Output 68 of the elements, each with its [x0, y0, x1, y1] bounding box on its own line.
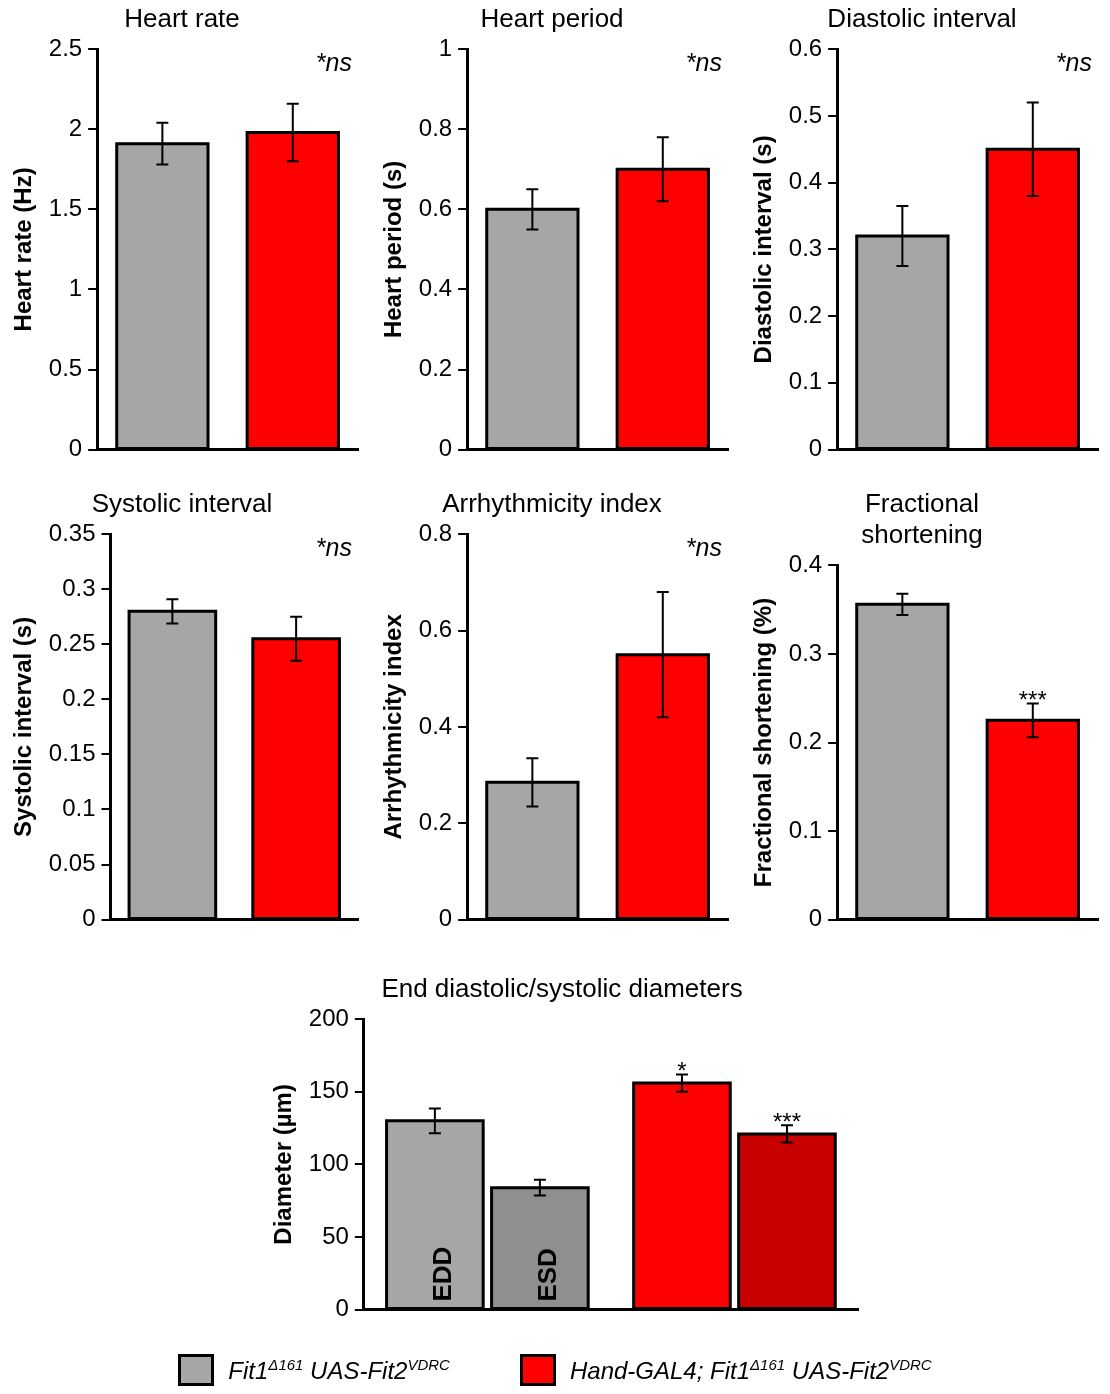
y-tick-label: 0.4 [788, 167, 823, 195]
y-tick-label: 2 [68, 113, 83, 141]
y-tick-label: 0.1 [788, 367, 823, 395]
y-axis-title: Heart rate (Hz) [9, 167, 37, 332]
y-tick-label: 0.6 [418, 193, 453, 221]
y-tick-label: 0.3 [62, 573, 96, 601]
y-axis-title: Diastolic interval (s) [749, 135, 777, 364]
y-tick-label: 0 [82, 904, 96, 932]
y-axis-title: Diameter (µm) [269, 1084, 297, 1245]
series-label: EDD [427, 1246, 458, 1302]
y-axis-title: Fractional shortening (%) [749, 597, 777, 888]
y-tick-label: 100 [308, 1149, 349, 1177]
y-tick-label: 0.6 [418, 615, 453, 643]
annotation: *ns [315, 47, 352, 76]
y-tick-label: 0.3 [788, 638, 823, 666]
chart-title: Diastolic interval [827, 2, 1017, 33]
annotation: *** [1018, 686, 1047, 714]
y-tick-label: 50 [322, 1221, 349, 1249]
y-tick-label: 0.2 [788, 727, 823, 755]
chart-title: Arrhythmicity index [442, 487, 662, 518]
y-tick-label: 1.5 [48, 193, 83, 221]
y-tick-label: 0.25 [48, 628, 96, 656]
y-tick-label: 0.4 [788, 550, 823, 578]
chart-title: Heart rate [124, 2, 240, 33]
y-tick-label: 2.5 [48, 33, 83, 61]
y-tick-label: 0 [68, 434, 83, 462]
x-tick-label: Hand-GAL4; Fit1$^{Δ161}$ UAS-Fit2$^{VDRC}$ [569, 1355, 932, 1385]
series-label: ESD [532, 1248, 563, 1302]
y-tick-label: 0.8 [418, 518, 453, 546]
y-tick-label: 0.5 [788, 100, 823, 128]
y-tick-label: 1 [438, 33, 453, 61]
y-axis-title: Heart period (s) [379, 160, 407, 339]
annotation: *ns [685, 532, 722, 561]
y-tick-label: 0.4 [418, 711, 453, 739]
x-tick-label: Fit1$^{Δ161}$ UAS-Fit2$^{VDRC}$ [228, 1355, 450, 1385]
y-tick-label: 0.2 [418, 807, 453, 835]
chart-title: Fractional shortening [861, 487, 983, 549]
y-tick-label: 0.15 [48, 739, 96, 767]
y-axis-title: Arrhythmicity index [379, 613, 407, 840]
y-axis-title: Systolic interval (s) [9, 616, 37, 837]
annotation: *ns [315, 532, 352, 561]
y-tick-label: 0.6 [788, 33, 823, 61]
y-tick-label: 0.8 [418, 113, 453, 141]
y-tick-label: 0.2 [788, 300, 823, 328]
y-tick-label: 0.1 [62, 794, 96, 822]
y-tick-label: 150 [308, 1076, 349, 1104]
y-tick-label: 0.1 [788, 815, 823, 843]
y-tick-label: 0.2 [62, 684, 96, 711]
y-tick-label: 200 [308, 1003, 349, 1031]
y-tick-label: 1 [68, 274, 83, 302]
y-tick-label: 0.4 [418, 274, 453, 302]
annotation: *ns [685, 47, 722, 76]
y-tick-label: 0 [808, 904, 823, 932]
y-tick-label: 0.05 [48, 849, 96, 877]
chart-title: End diastolic/systolic diameters [381, 972, 743, 1003]
annotation: *** [772, 1107, 801, 1135]
chart-title: Heart period [480, 2, 624, 33]
y-tick-label: 0.3 [788, 234, 823, 262]
y-tick-label: 0.35 [48, 518, 96, 546]
y-tick-label: 0 [808, 434, 823, 462]
y-tick-label: 0.2 [418, 354, 453, 382]
y-tick-label: 0 [335, 1294, 349, 1322]
y-tick-label: 0 [438, 434, 453, 462]
chart-title: Systolic interval [91, 487, 273, 518]
annotation: * [677, 1057, 687, 1084]
y-tick-label: 0.5 [48, 354, 83, 382]
y-tick-label: 0 [438, 904, 453, 932]
annotation: *ns [1055, 47, 1092, 76]
